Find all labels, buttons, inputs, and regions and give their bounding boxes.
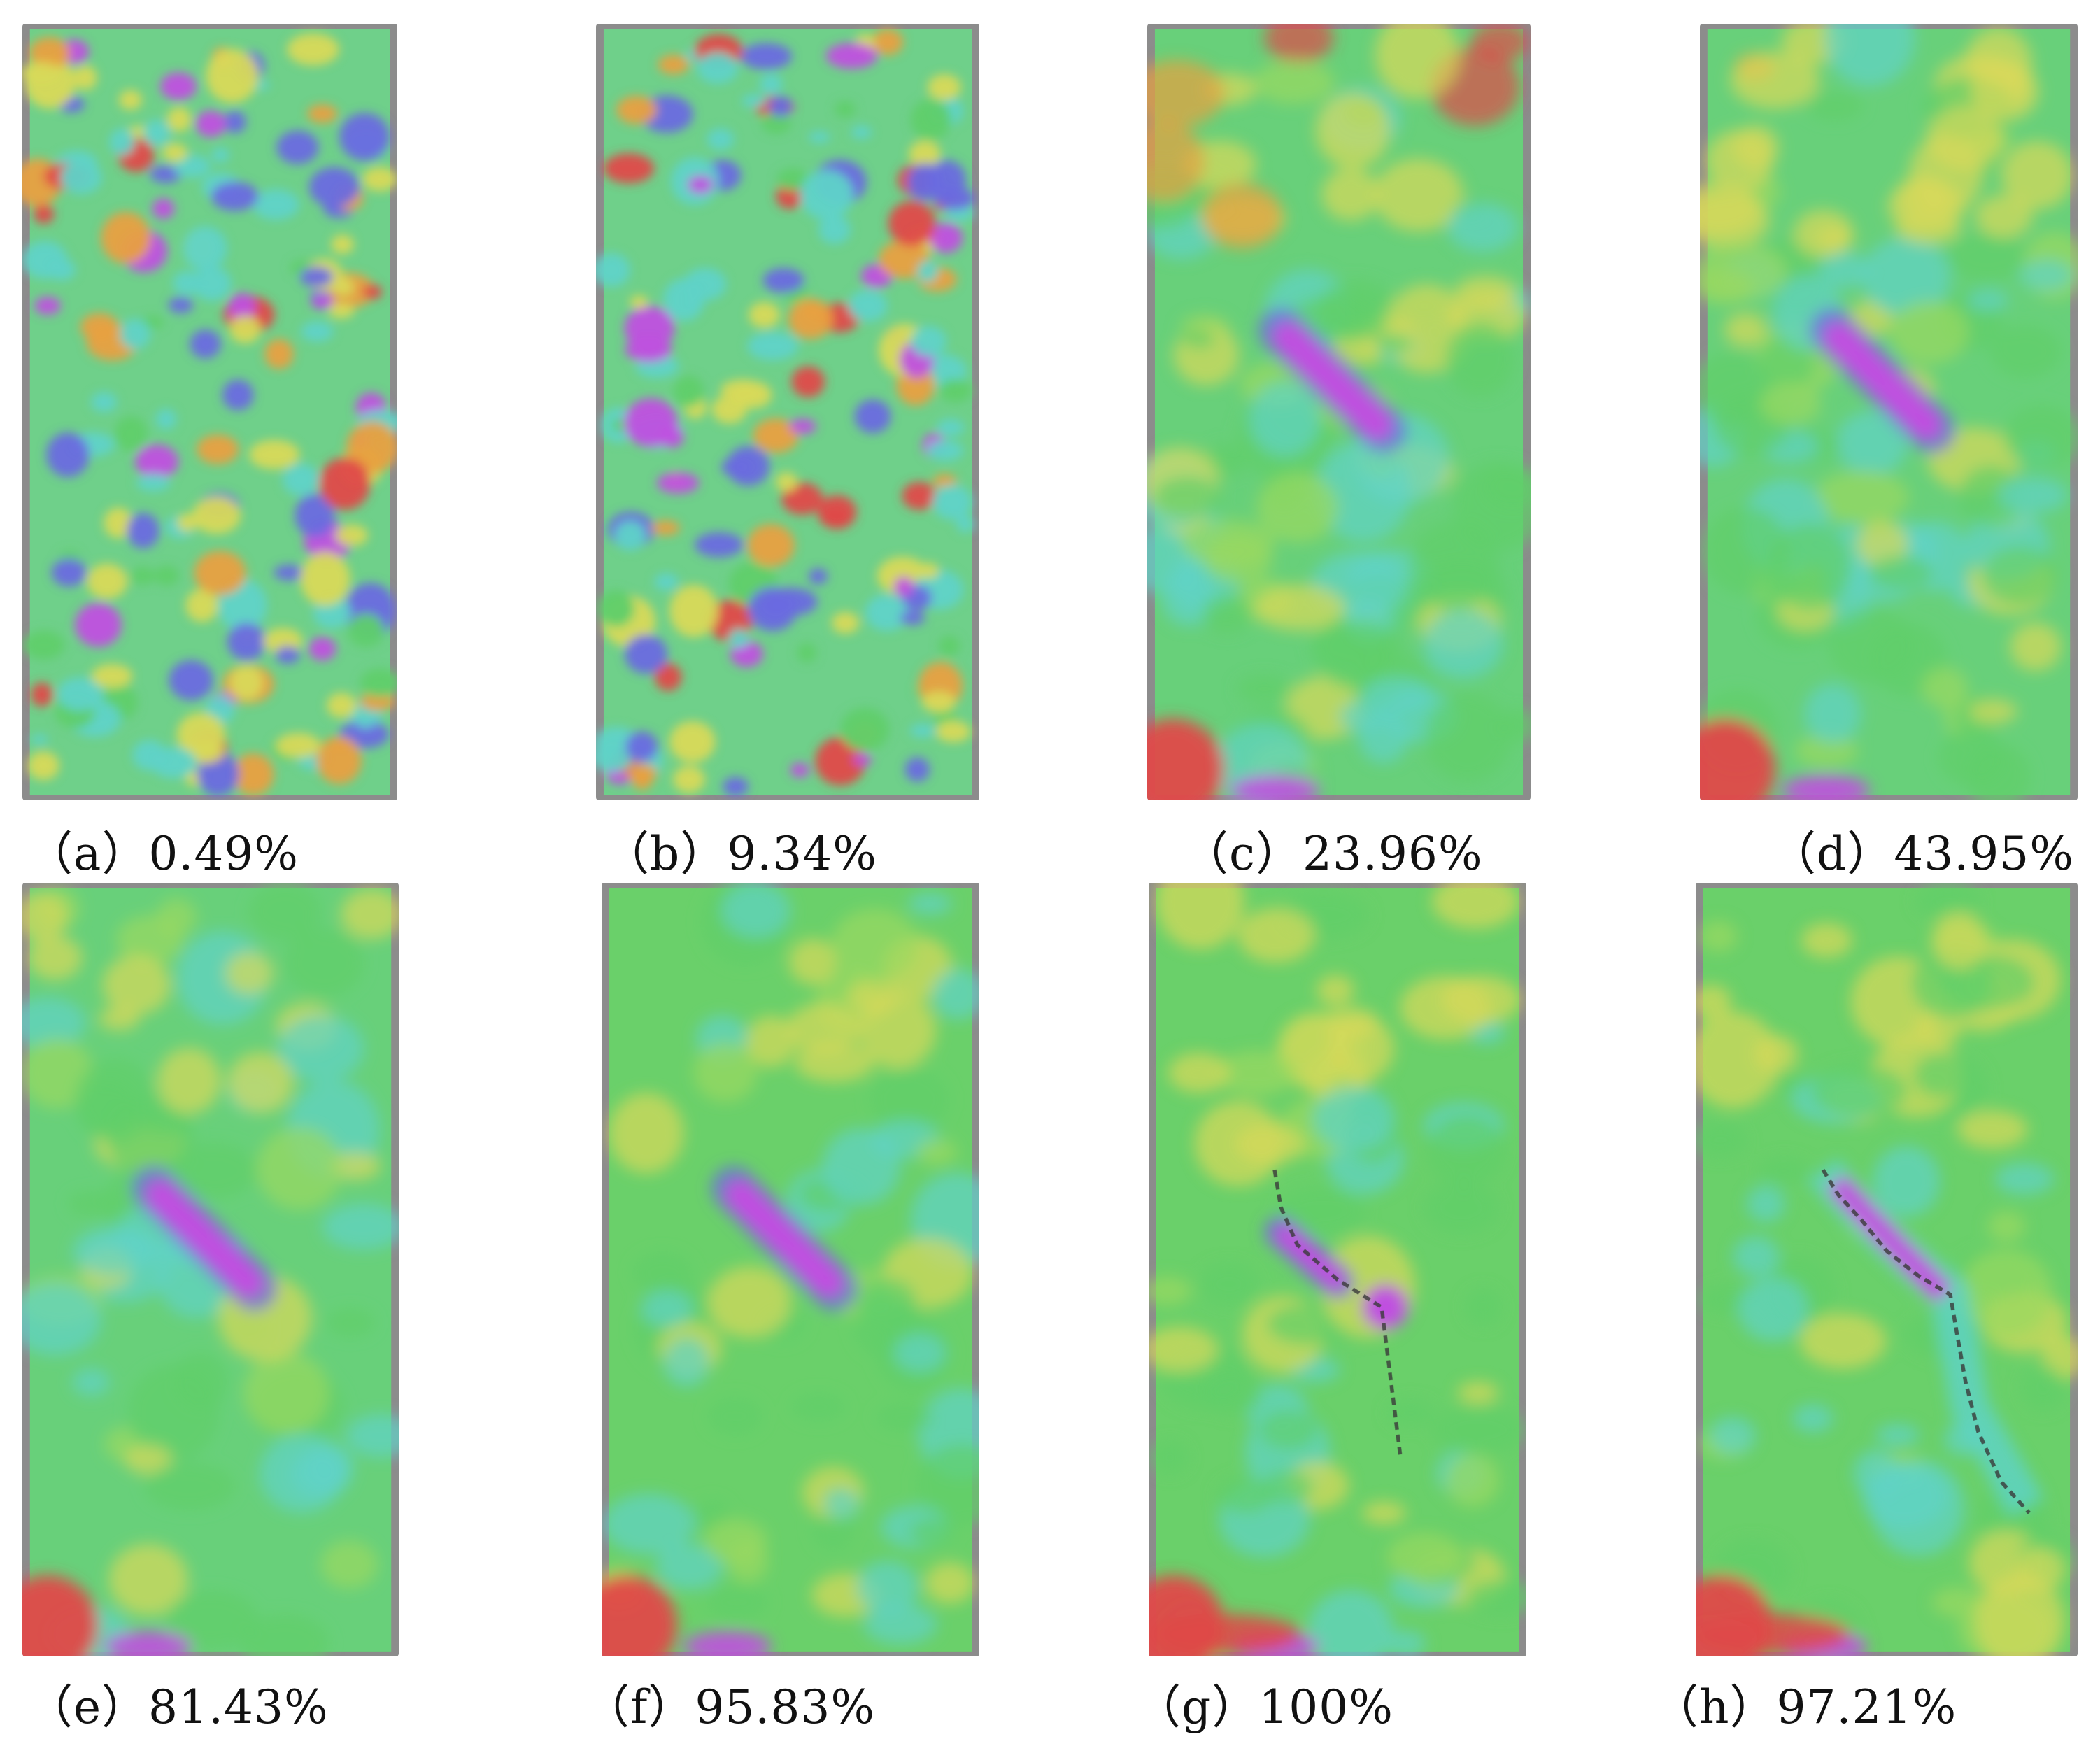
caption-d: （d）43.95% — [1770, 827, 2074, 881]
caption-e: （e）81.43% — [27, 1680, 329, 1734]
caption-b: （b）9.34% — [603, 827, 877, 881]
strain-map-a — [22, 24, 397, 800]
caption-f: （f）95.83% — [583, 1680, 876, 1734]
strain-map-f — [602, 883, 979, 1656]
caption-h: （h）97.21% — [1652, 1680, 1957, 1734]
strain-map-e — [22, 883, 399, 1656]
caption-a: （a）0.49% — [27, 827, 299, 881]
strain-map-h — [1696, 883, 2078, 1656]
caption-c: （c）23.96% — [1182, 827, 1483, 881]
strain-map-g — [1149, 883, 1526, 1656]
strain-map-c — [1147, 24, 1531, 800]
caption-g: （g）100% — [1135, 1680, 1393, 1734]
strain-map-b — [596, 24, 979, 800]
strain-map-d — [1700, 24, 2078, 800]
